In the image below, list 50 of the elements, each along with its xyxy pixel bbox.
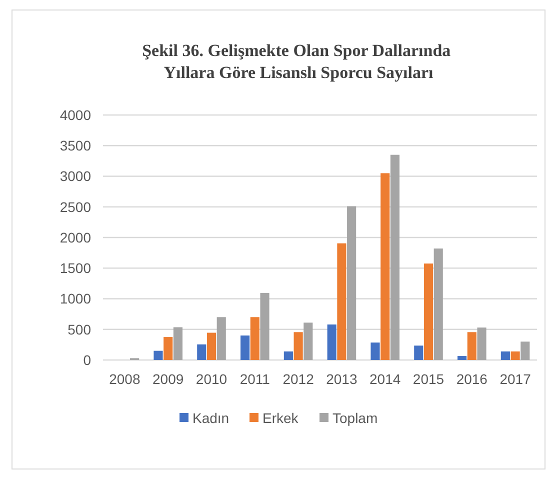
bar [337,243,346,360]
bar [206,332,216,360]
x-tick-label: 2016 [456,371,488,387]
bar [510,351,520,360]
legend-label: Kadın [192,410,230,426]
bar [164,337,173,360]
y-tick-label: 1000 [60,290,92,307]
y-tick-label: 2000 [60,229,92,246]
bar [284,351,293,360]
bar [458,356,467,360]
x-tick-label: 2011 [240,371,270,387]
x-tick-label: 2013 [326,371,358,387]
bar [380,173,390,360]
bar [173,327,182,360]
y-tick-label: 3000 [60,168,92,184]
x-tick-label: 2012 [282,371,314,387]
bar [347,206,356,360]
bar [520,342,530,360]
bar [197,344,206,360]
y-tick-label: 0 [83,352,92,368]
bar [414,346,424,360]
x-tick-label: 2009 [152,371,184,387]
x-tick-label: 2014 [370,371,401,387]
y-tick-label: 500 [68,321,92,338]
bar [327,324,336,360]
bar [467,332,476,360]
bar [304,322,313,360]
bar [424,264,434,360]
y-tick-label: 3500 [60,138,92,154]
bar [154,350,163,360]
y-tick-label: 1500 [60,260,92,276]
bar [260,292,270,360]
y-tick-label: 4000 [60,106,92,123]
bar [434,248,443,360]
x-tick-label: 2008 [109,371,140,387]
bar [477,328,486,360]
y-tick-label: 2500 [60,198,92,215]
bar [390,154,400,360]
legend-label: Erkek [262,410,300,426]
x-tick-label: 2010 [196,371,228,387]
x-tick-label: 2017 [500,371,532,387]
chart-title: Şekil 36. Gelişmekte Olan Spor Dallarında Yıllara Göre Lisanslı Sporcu Sayıları [142,41,455,82]
bar [216,317,226,360]
bar [500,351,510,360]
bar [294,332,303,360]
bar [250,317,260,360]
bar [240,336,250,360]
bar [370,342,380,360]
legend-label: Toplam [332,410,378,426]
x-tick-label: 2015 [412,371,444,387]
